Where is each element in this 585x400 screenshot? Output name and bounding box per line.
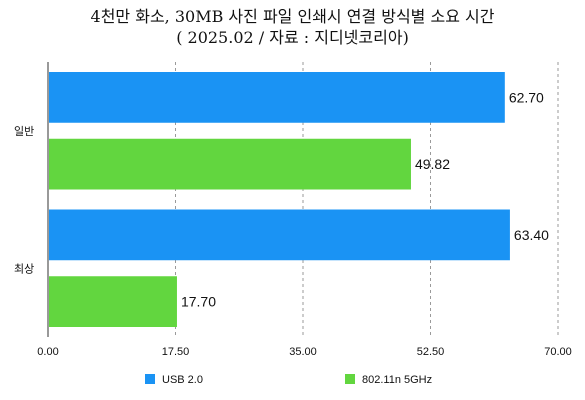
axis: 0.00 17.50 35.00 52.50 70.00 — [37, 62, 572, 358]
chart-subtitle: ( 2025.02 / 자료 : 지디넷코리아) — [176, 28, 409, 47]
chart-title: 4천만 화소, 30MB 사진 파일 인쇄시 연결 방식별 소요 시간 — [91, 7, 495, 26]
data-label: 17.70 — [181, 294, 216, 310]
x-tick-label: 70.00 — [544, 346, 572, 358]
bar — [49, 72, 505, 123]
category-label: 최상 — [14, 262, 34, 275]
data-label: 49.82 — [415, 156, 450, 172]
x-tick-label: 17.50 — [162, 346, 190, 358]
bar — [49, 276, 177, 327]
x-tick-label: 35.00 — [289, 346, 317, 358]
legend: USB 2.0 802.11n 5GHz — [145, 374, 432, 386]
legend-label: USB 2.0 — [162, 374, 203, 386]
x-tick-label: 52.50 — [417, 346, 445, 358]
data-label: 63.40 — [514, 227, 549, 243]
labels: 일반 62.70 49.82 최상 63.40 17.70 — [14, 89, 549, 309]
bar — [49, 209, 510, 261]
legend-swatch — [145, 374, 155, 384]
legend-swatch — [345, 374, 355, 384]
category-label: 일반 — [14, 124, 34, 138]
data-label: 62.70 — [509, 89, 544, 105]
legend-label: 802.11n 5GHz — [362, 374, 432, 386]
bars — [49, 72, 510, 327]
x-tick-label: 0.00 — [37, 346, 58, 358]
bar — [49, 138, 411, 190]
